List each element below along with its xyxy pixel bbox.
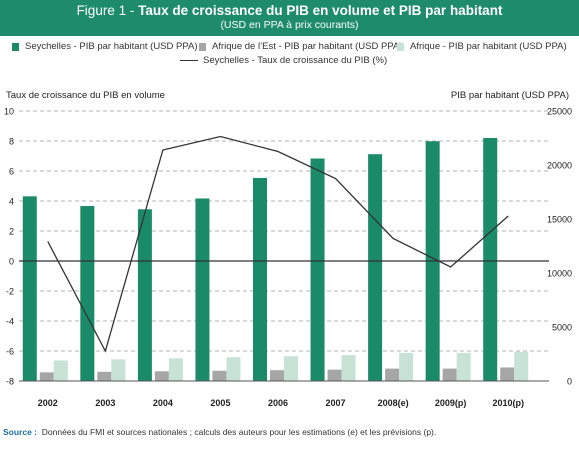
bar-seychelles (253, 177, 267, 381)
right-tick-label: 25000 (547, 107, 572, 117)
bar-seychelles (80, 206, 95, 381)
growth-line (47, 135, 509, 353)
bar-africa (53, 360, 68, 381)
left-tick-label: -6 (6, 347, 14, 357)
bar-africa (399, 352, 414, 381)
bar-africa (226, 357, 241, 381)
bar-seychelles (368, 154, 383, 381)
legend-label-africa-gdp: Afrique - PIB par habitant (USD PPA) (410, 41, 567, 52)
legend-item-east-africa-gdp: Afrique de l’Est - PIB par habitant (USD… (199, 41, 402, 52)
left-tick-label: 6 (9, 167, 14, 177)
bar-east-africa (500, 367, 515, 381)
right-tick-label: 5000 (552, 323, 572, 333)
chart-title: Taux de croissance du PIB en volume et P… (138, 3, 503, 18)
figure-label: Figure 1 - (76, 3, 139, 18)
legend-line-swatch (180, 60, 198, 61)
bar-africa (341, 355, 356, 381)
bar-seychelles (195, 198, 210, 381)
legend-item-seychelles-growth: Seychelles - Taux de croissance du PIB (… (180, 55, 387, 66)
right-tick-label: 10000 (547, 269, 572, 279)
right-tick-label: 0 (567, 377, 572, 387)
x-tick-label: 2005 (210, 398, 230, 408)
figure-header: Figure 1 - Taux de croissance du PIB en … (0, 0, 579, 36)
bar-africa (168, 358, 183, 381)
x-tick-label: 2003 (95, 398, 115, 408)
bar-east-africa (97, 371, 112, 381)
left-tick-label: -2 (6, 287, 14, 297)
bar-east-africa (39, 372, 54, 381)
legend-label-east-africa-gdp: Afrique de l’Est - PIB par habitant (USD… (212, 41, 403, 52)
right-axis-title: PIB par habitant (USD PPA) (450, 90, 569, 101)
bar-east-africa (154, 371, 169, 381)
source-label: Source : (3, 427, 38, 437)
bar-east-africa (212, 370, 227, 381)
right-tick-label: 20000 (547, 161, 572, 171)
x-tick-label: 2007 (326, 398, 346, 408)
x-tick-label: 2010(p) (492, 398, 524, 408)
chart-subtitle: (USD en PPA à prix courants) (220, 19, 359, 31)
legend-swatch-africa (397, 42, 404, 51)
bar-seychelles (483, 138, 498, 381)
source-note: Source : Données du FMI et sources natio… (3, 427, 436, 437)
right-tick-label: 15000 (547, 215, 572, 225)
bar-africa (456, 352, 471, 381)
bar-east-africa (270, 370, 284, 381)
bar-east-africa (385, 368, 400, 381)
legend-item-africa-gdp: Afrique - PIB par habitant (USD PPA) (397, 41, 567, 52)
x-tick-label: 2002 (38, 398, 58, 408)
bar-africa (284, 356, 298, 381)
bar-east-africa (327, 369, 342, 381)
legend-swatch-seychelles (12, 42, 19, 51)
left-tick-label: 10 (4, 107, 14, 117)
x-tick-label: 2008(e) (378, 398, 409, 408)
left-tick-label: -4 (6, 317, 14, 327)
left-tick-label: -8 (6, 377, 14, 387)
legend-label-seychelles-gdp: Seychelles - PIB par habitant (USD PPA) (25, 41, 198, 52)
figure-title: Figure 1 - Taux de croissance du PIB en … (0, 0, 579, 19)
bar-seychelles (310, 158, 325, 381)
left-tick-label: 2 (9, 227, 14, 237)
bar-seychelles (22, 196, 37, 381)
legend-swatch-east-africa (199, 42, 206, 51)
legend-item-seychelles-gdp: Seychelles - PIB par habitant (USD PPA) (12, 41, 197, 52)
bar-africa (111, 359, 126, 381)
x-tick-label: 2006 (268, 398, 288, 408)
x-tick-label: 2009(p) (435, 398, 467, 408)
legend-label-seychelles-growth: Seychelles - Taux de croissance du PIB (… (203, 55, 388, 66)
left-tick-label: 4 (9, 197, 14, 207)
bar-seychelles (137, 209, 152, 381)
bar-east-africa (442, 368, 457, 381)
source-text: Données du FMI et sources nationales ; c… (41, 427, 437, 437)
bar-africa (514, 351, 529, 381)
left-tick-label: 0 (9, 257, 14, 267)
left-tick-label: 8 (9, 137, 14, 147)
x-tick-label: 2004 (153, 398, 173, 408)
left-axis-title: Taux de croissance du PIB en volume (6, 90, 165, 101)
